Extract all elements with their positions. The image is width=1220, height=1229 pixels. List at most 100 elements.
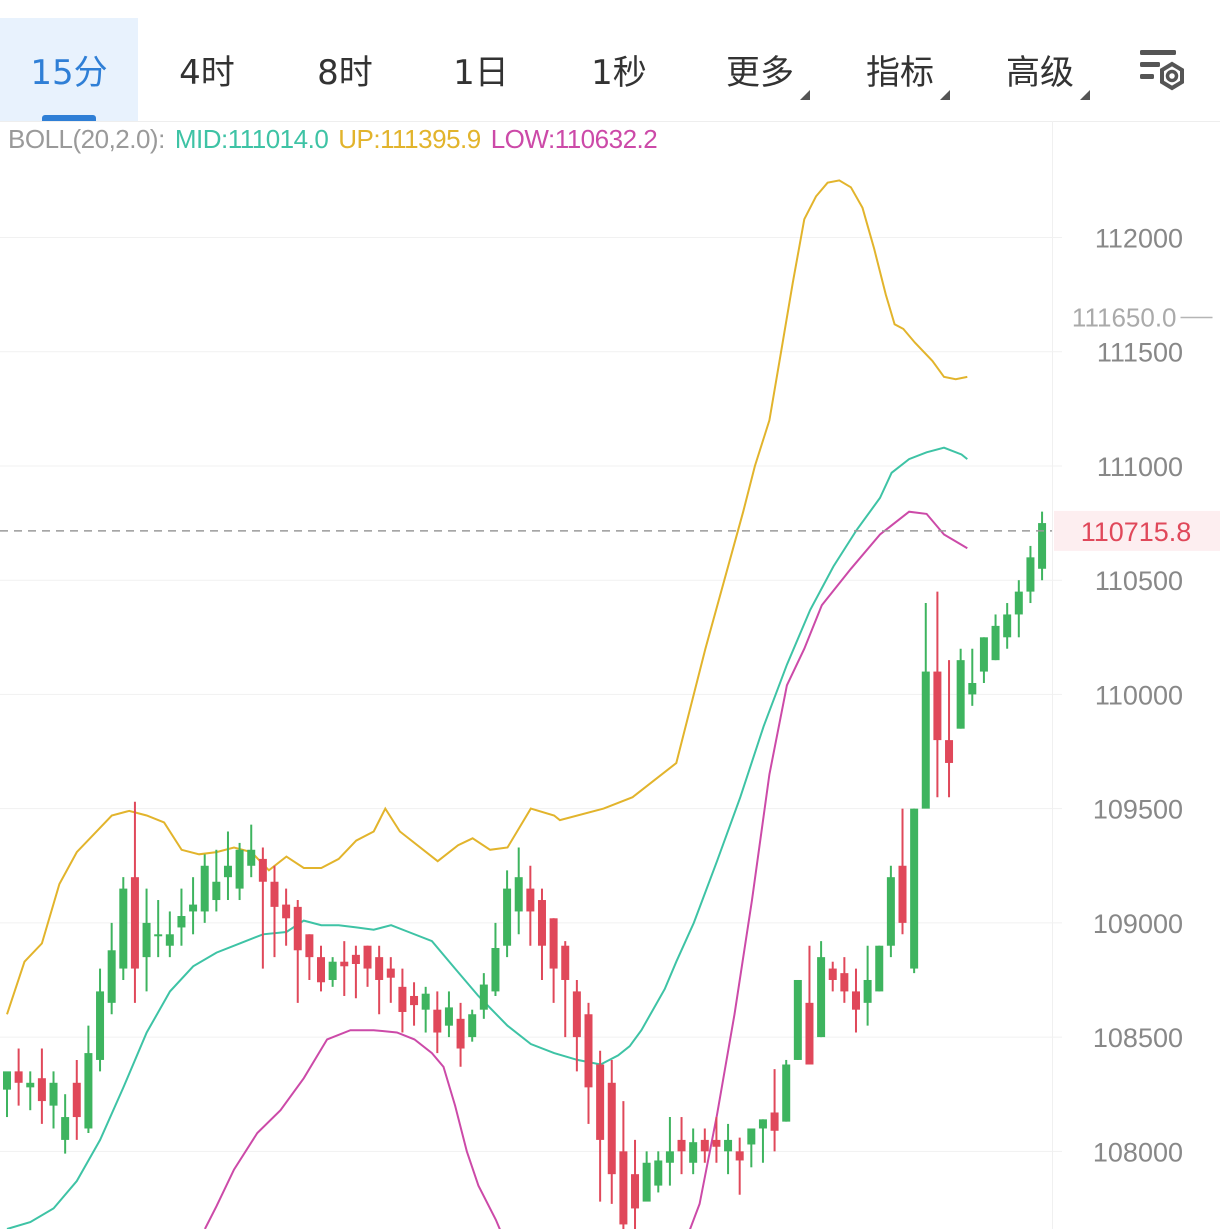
candle-up — [96, 991, 105, 1060]
candle-up — [212, 881, 221, 901]
candle-down — [945, 740, 954, 763]
candle-down — [526, 888, 535, 912]
candle-up — [782, 1064, 791, 1122]
candle-down — [851, 991, 860, 1010]
candle-down — [37, 1078, 46, 1102]
candle-up — [491, 948, 500, 992]
candle-up — [468, 1014, 477, 1038]
candle-down — [398, 986, 407, 1012]
candle-up — [642, 1162, 651, 1202]
candle-up — [654, 1160, 663, 1186]
candle-up — [26, 1082, 35, 1088]
candle-up — [689, 1142, 698, 1163]
candle-up — [84, 1053, 93, 1129]
max-price-label: 111650.0 — [1072, 302, 1177, 332]
candle-up — [979, 637, 988, 672]
tab-label: 4时 — [179, 53, 235, 93]
chart-settings-icon — [1140, 50, 1184, 91]
y-tick-label: 109500 — [1093, 795, 1183, 825]
candle-up — [3, 1071, 11, 1090]
dropdown-caret-icon — [1080, 90, 1090, 100]
candle-up — [328, 961, 337, 980]
candle-up — [61, 1117, 70, 1140]
y-tick-label: 111000 — [1097, 452, 1183, 482]
candle-down — [770, 1112, 779, 1131]
candle-up — [247, 849, 256, 866]
candle-down — [549, 918, 558, 969]
candle-up — [1003, 614, 1012, 638]
tab-1d[interactable]: 1日 — [412, 18, 550, 121]
candle-down — [677, 1139, 686, 1152]
candle-down — [805, 1002, 814, 1065]
candle-down — [537, 900, 546, 946]
y-tick-label: 110500 — [1095, 566, 1183, 596]
candle-down — [375, 957, 384, 980]
boll-legend-mid: MID:111014.0 — [174, 124, 329, 154]
candle-down — [584, 1014, 593, 1088]
candle-up — [503, 888, 512, 946]
candle-up — [886, 877, 895, 946]
tab-label: 指标 — [866, 53, 934, 93]
candle-down — [596, 1064, 605, 1140]
plot-area — [3, 179, 1047, 1229]
candle-up — [444, 1007, 453, 1026]
tab-4h[interactable]: 4时 — [138, 18, 276, 121]
candle-up — [875, 945, 884, 992]
candle-up — [793, 979, 802, 1060]
chart-settings-button[interactable] — [1130, 40, 1190, 100]
candle-down — [828, 968, 837, 980]
candle-up — [200, 865, 209, 912]
candle-down — [433, 1009, 442, 1033]
candle-up — [921, 671, 930, 809]
candle-up — [107, 950, 116, 1003]
candle-up — [479, 984, 488, 1010]
candle-down — [14, 1071, 23, 1083]
tab-label: 8时 — [317, 53, 373, 93]
candle-up — [747, 1128, 756, 1145]
candle-down — [572, 991, 581, 1038]
y-tick-label: 112000 — [1095, 224, 1183, 254]
boll-legend: BOLL(20,2.0): MID:111014.0 UP:111395.9 LOW:… — [8, 124, 667, 155]
boll-lower-band — [204, 510, 968, 1229]
tab-indicators[interactable]: 指标 — [840, 18, 960, 121]
tab-label: 1秒 — [591, 53, 647, 93]
timeframe-toolbar: 15分 4时 8时 1日 1秒 更多 指标 高级 — [0, 0, 1220, 122]
candle-down — [410, 995, 419, 1006]
tab-label: 更多 — [726, 53, 794, 93]
candle-down — [363, 945, 372, 969]
current-price-label: 110715.8 — [1081, 517, 1192, 547]
tab-more[interactable]: 更多 — [700, 18, 820, 121]
candle-down — [282, 904, 291, 919]
candle-up — [165, 934, 174, 946]
tab-1s[interactable]: 1秒 — [550, 18, 688, 121]
candle-down — [72, 1082, 81, 1118]
candlestick-chart[interactable]: 112000 111500 111000 110500 110000 109500 1090… — [0, 121, 1220, 1229]
tab-label: 1日 — [453, 53, 509, 93]
boll-upper-band — [6, 179, 968, 1015]
candle-up — [223, 865, 232, 878]
boll-legend-low: LOW:110632.2 — [490, 124, 658, 154]
candle-up — [665, 1151, 674, 1163]
y-tick-label: 111500 — [1097, 338, 1183, 368]
candle-down — [340, 961, 349, 967]
candle-down — [735, 1151, 744, 1161]
candle-down — [305, 934, 314, 958]
candle-down — [607, 1082, 616, 1175]
candle-down — [561, 945, 570, 980]
tab-8h[interactable]: 8时 — [276, 18, 414, 121]
candle-down — [270, 881, 279, 907]
candle-down — [130, 877, 139, 969]
candle-down — [317, 957, 326, 983]
candle-down — [631, 1174, 640, 1209]
candle-up — [724, 1139, 733, 1152]
candle-down — [619, 1151, 628, 1225]
tab-advanced[interactable]: 高级 — [980, 18, 1100, 121]
candle-down — [351, 954, 360, 964]
price-axis-divider — [1052, 121, 1053, 1229]
candle-down — [712, 1139, 721, 1147]
y-tick-label: 108000 — [1093, 1137, 1183, 1167]
y-tick-label: 110000 — [1095, 680, 1183, 710]
tab-15m[interactable]: 15分 — [0, 18, 138, 121]
candle-up — [514, 877, 523, 912]
dropdown-caret-icon — [800, 90, 810, 100]
